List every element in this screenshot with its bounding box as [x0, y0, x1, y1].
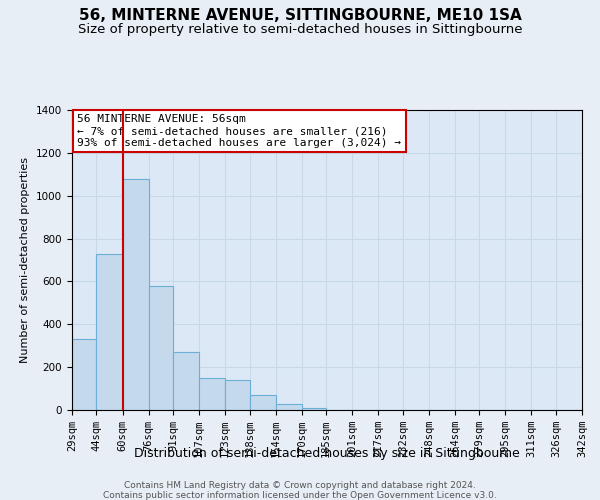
Bar	[173, 352, 199, 410]
Bar	[225, 380, 250, 410]
Bar	[72, 340, 97, 410]
Text: Size of property relative to semi-detached houses in Sittingbourne: Size of property relative to semi-detach…	[78, 22, 522, 36]
Bar	[275, 404, 302, 410]
Bar	[122, 178, 149, 410]
Y-axis label: Number of semi-detached properties: Number of semi-detached properties	[20, 157, 31, 363]
Bar	[302, 408, 326, 410]
Bar	[149, 286, 173, 410]
Text: 56, MINTERNE AVENUE, SITTINGBOURNE, ME10 1SA: 56, MINTERNE AVENUE, SITTINGBOURNE, ME10…	[79, 8, 521, 22]
Bar	[199, 378, 225, 410]
Text: Contains public sector information licensed under the Open Government Licence v3: Contains public sector information licen…	[103, 491, 497, 500]
Bar	[97, 254, 122, 410]
Text: Distribution of semi-detached houses by size in Sittingbourne: Distribution of semi-detached houses by …	[134, 448, 520, 460]
Bar	[250, 395, 275, 410]
Text: Contains HM Land Registry data © Crown copyright and database right 2024.: Contains HM Land Registry data © Crown c…	[124, 481, 476, 490]
Text: 56 MINTERNE AVENUE: 56sqm
← 7% of semi-detached houses are smaller (216)
93% of : 56 MINTERNE AVENUE: 56sqm ← 7% of semi-d…	[77, 114, 401, 148]
